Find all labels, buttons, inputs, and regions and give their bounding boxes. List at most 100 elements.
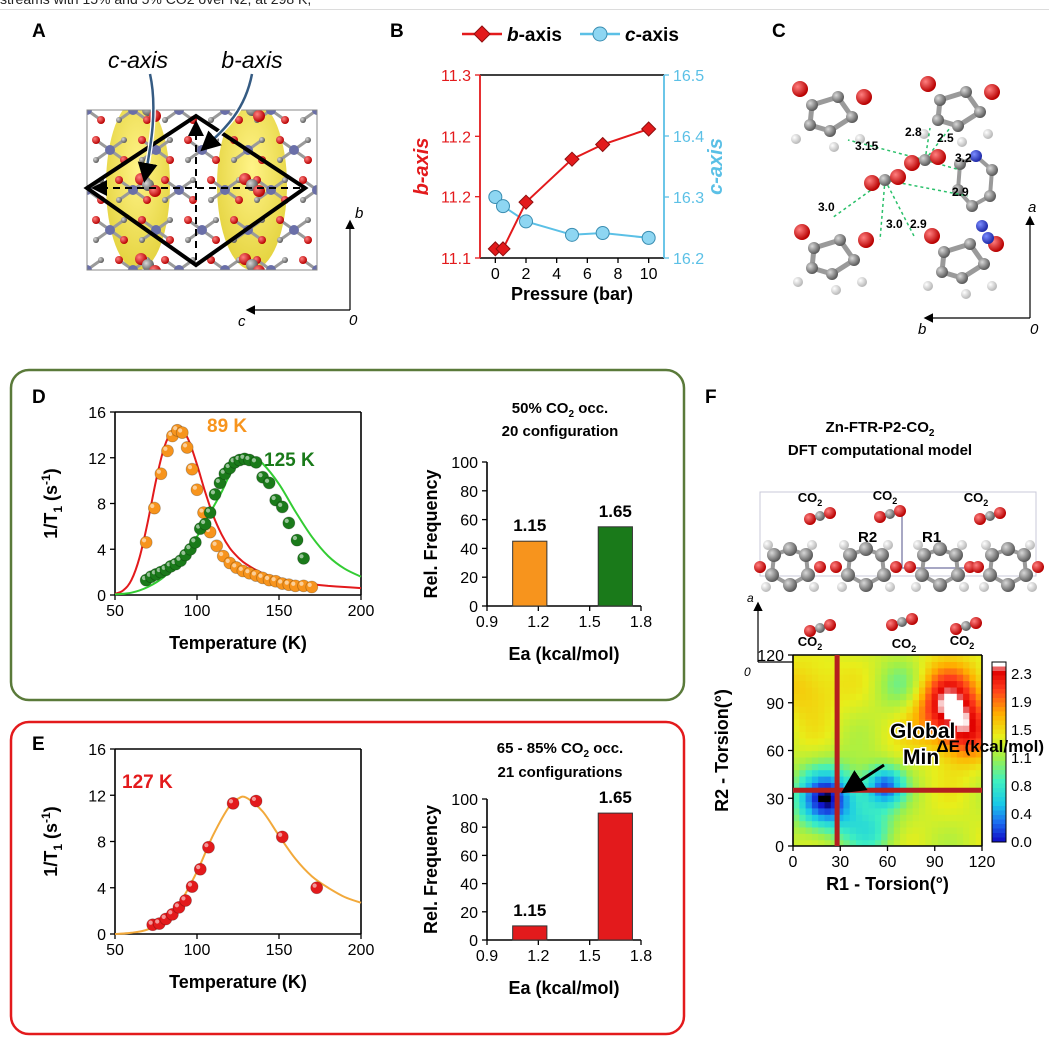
marker-highlight xyxy=(187,882,193,887)
heat-cell xyxy=(856,661,863,669)
co2-label-main: CO xyxy=(950,633,970,648)
colorbar-segment xyxy=(992,819,1006,825)
heat-cell xyxy=(893,807,901,815)
heat-cell xyxy=(793,686,800,694)
heat-cell xyxy=(963,693,970,701)
colorbar-segment xyxy=(992,788,1006,793)
heat-cell xyxy=(849,763,857,771)
heat-cell xyxy=(818,674,826,682)
heat-cell xyxy=(830,699,838,707)
y-tick-label: 60 xyxy=(766,744,784,761)
heat-cell xyxy=(837,705,844,713)
carbon-atom xyxy=(323,237,329,243)
heat-cell xyxy=(956,693,964,701)
heat-cell xyxy=(919,718,926,726)
heat-cell xyxy=(799,737,807,745)
heat-cell xyxy=(818,718,826,726)
h-bond-line xyxy=(924,127,931,161)
carbon-atom xyxy=(231,157,237,163)
heat-cell xyxy=(830,725,838,732)
heat-cell xyxy=(925,763,933,771)
heat-cell xyxy=(925,769,933,777)
heat-cell xyxy=(881,795,889,803)
peak-89k-label: 89 K xyxy=(207,416,247,437)
heat-cell xyxy=(950,674,958,682)
heat-cell xyxy=(862,826,870,834)
heat-cell xyxy=(849,750,857,758)
oxygen-atom xyxy=(920,76,936,92)
oxygen-atom xyxy=(235,276,243,284)
carbon-atom xyxy=(846,111,858,123)
heat-cell xyxy=(843,776,851,783)
heat-cell xyxy=(893,686,901,694)
heat-cell xyxy=(881,693,889,701)
x-tick-label: 200 xyxy=(348,603,375,620)
zn-node xyxy=(266,265,276,270)
x-tick-label: 50 xyxy=(106,603,124,620)
colorbar-segment xyxy=(992,837,1006,843)
hydrogen-atom xyxy=(919,129,929,139)
linker-bond xyxy=(301,110,317,122)
y-tick-label: 11.2 xyxy=(441,190,471,207)
heat-cell xyxy=(799,839,807,846)
heat-cell xyxy=(849,807,857,815)
heat-cell xyxy=(843,756,851,764)
heat-cell xyxy=(950,826,958,834)
panel-e-frame xyxy=(9,720,686,1036)
heat-cell xyxy=(793,750,800,758)
heat-cell xyxy=(950,763,958,771)
heat-cell xyxy=(881,814,889,822)
colorbar-segment xyxy=(992,806,1006,811)
heat-cell xyxy=(799,744,807,752)
heat-cell xyxy=(868,763,876,771)
carbon-atom xyxy=(139,237,145,243)
carbon-atom xyxy=(933,542,947,556)
oxygen-atom xyxy=(350,236,358,244)
heat-cell xyxy=(793,763,800,771)
heat-cell xyxy=(811,776,819,783)
heat-cell xyxy=(919,686,926,694)
heat-cell xyxy=(837,769,844,777)
data-point xyxy=(249,794,263,808)
heat-cell xyxy=(799,833,807,841)
colorbar-segment xyxy=(992,747,1006,753)
carbon-atom xyxy=(841,568,855,582)
carbon-atom xyxy=(949,548,963,562)
marker-highlight xyxy=(225,463,230,469)
heat-cell xyxy=(900,776,907,783)
distance-label: 2.5 xyxy=(937,131,954,145)
heat-cell xyxy=(837,833,844,841)
hydrogen-atom xyxy=(987,281,997,291)
carbon-atom xyxy=(259,137,265,143)
co2-oxygen xyxy=(874,511,886,523)
y-axis-title-unit: (s xyxy=(41,485,61,506)
heat-cell xyxy=(868,693,876,701)
heat-cell xyxy=(906,686,914,694)
heat-cell xyxy=(975,807,982,815)
heat-cell xyxy=(900,731,907,739)
data-point xyxy=(262,476,276,490)
heat-cell xyxy=(950,737,958,745)
carbon-atom xyxy=(877,568,891,582)
heat-cell xyxy=(900,750,907,758)
carbon-atom xyxy=(859,542,873,556)
heat-cell xyxy=(893,756,901,764)
heat-cell xyxy=(799,693,807,701)
data-point xyxy=(185,462,199,476)
oxygen-atom xyxy=(299,96,307,104)
co2-oxygen xyxy=(904,155,920,171)
d-occupancy-line2: 20 configuration xyxy=(502,423,619,440)
heat-cell xyxy=(868,839,876,846)
linker-bond xyxy=(326,140,354,160)
co2-binding-site-model: 3.15 2.8 2.53.2 2.9 3.0 3.0 2.9 xyxy=(791,76,1004,299)
heat-cell xyxy=(805,674,813,682)
heat-cell xyxy=(956,655,964,662)
co2-oxygen xyxy=(994,507,1006,519)
carbon-atom xyxy=(848,254,860,266)
distance-label: 3.15 xyxy=(855,139,879,153)
x-tick-label: 60 xyxy=(879,854,897,871)
zn-node xyxy=(312,185,317,195)
heat-cell xyxy=(818,814,826,822)
data-point xyxy=(275,500,289,514)
heat-cell xyxy=(906,693,914,701)
